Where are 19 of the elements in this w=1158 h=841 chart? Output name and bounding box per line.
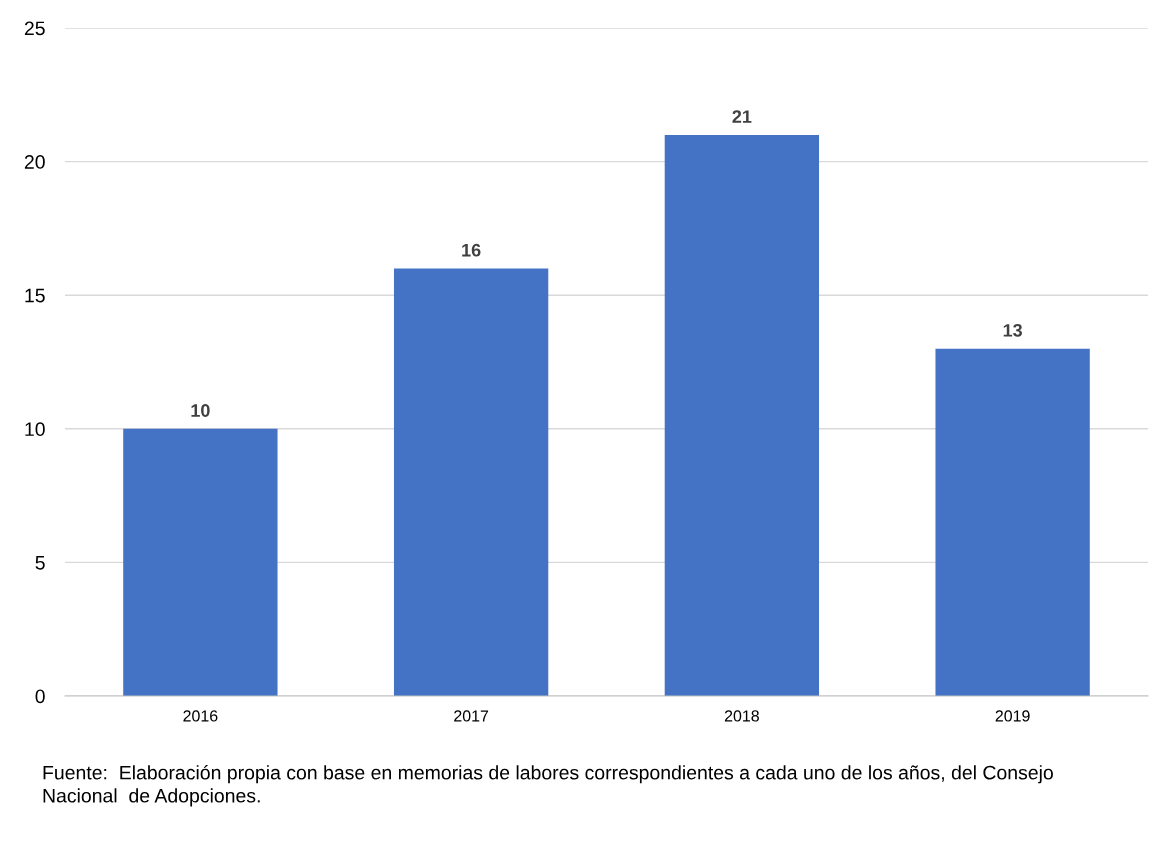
y-tick-label: 10 [25, 422, 45, 437]
source-note: Fuente: Elaboración propia con base en memorias de labores correspondientes a cada uno de los años, del Consejo Nacional de Adopciones. [43, 765, 1053, 807]
bar [123, 428, 278, 696]
x-tick-label: 2017 [454, 710, 489, 722]
data-label: 16 [462, 243, 481, 257]
y-tick-label: 20 [24, 155, 45, 169]
data-label: 13 [1003, 323, 1023, 337]
bar [393, 268, 549, 696]
y-tick-label: 5 [35, 556, 45, 570]
x-tick-label: 2016 [183, 710, 218, 722]
bar [664, 134, 820, 696]
bar [935, 348, 1090, 696]
data-label: 10 [191, 404, 210, 417]
data-label: 21 [732, 110, 752, 123]
y-tick-label: 15 [25, 288, 45, 303]
x-tick-label: 2018 [724, 710, 759, 722]
y-tick-label: 25 [24, 21, 45, 36]
x-tick-label: 2019 [995, 710, 1030, 722]
y-tick-label: 0 [35, 689, 45, 704]
